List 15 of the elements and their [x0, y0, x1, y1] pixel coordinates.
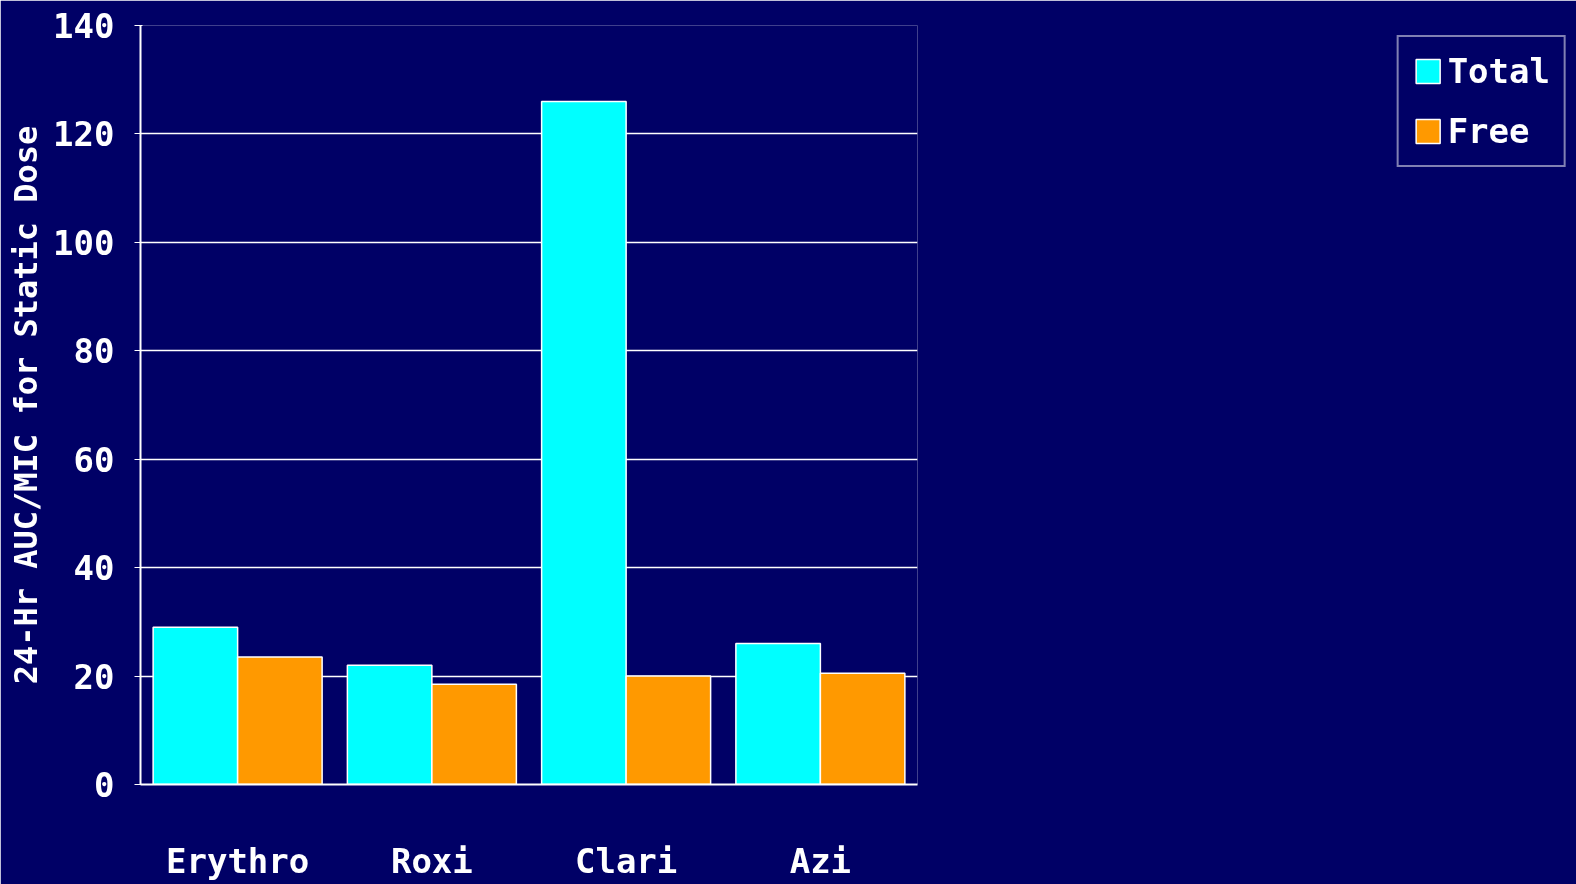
y-axis-title: 24-Hr AUC/MIC for Static Dose	[7, 125, 46, 685]
y-tick-label: 120	[53, 114, 115, 155]
x-tick-label: Clari	[574, 840, 678, 881]
y-tick-label: 0	[94, 765, 115, 805]
y-tick-label: 40	[73, 548, 115, 589]
x-tick-label: Roxi	[390, 840, 473, 881]
y-tick-label: 140	[53, 6, 115, 46]
x-tick-label: Azi	[789, 840, 852, 881]
y-tick-label: 60	[73, 439, 115, 480]
legend-label: Total	[1447, 51, 1550, 91]
legend-label: Free	[1447, 111, 1530, 151]
y-tick-label: 20	[73, 656, 115, 697]
y-tick-label: 80	[73, 331, 115, 372]
y-tick-label: 100	[53, 222, 115, 263]
x-tick-label: Erythro	[165, 840, 310, 881]
